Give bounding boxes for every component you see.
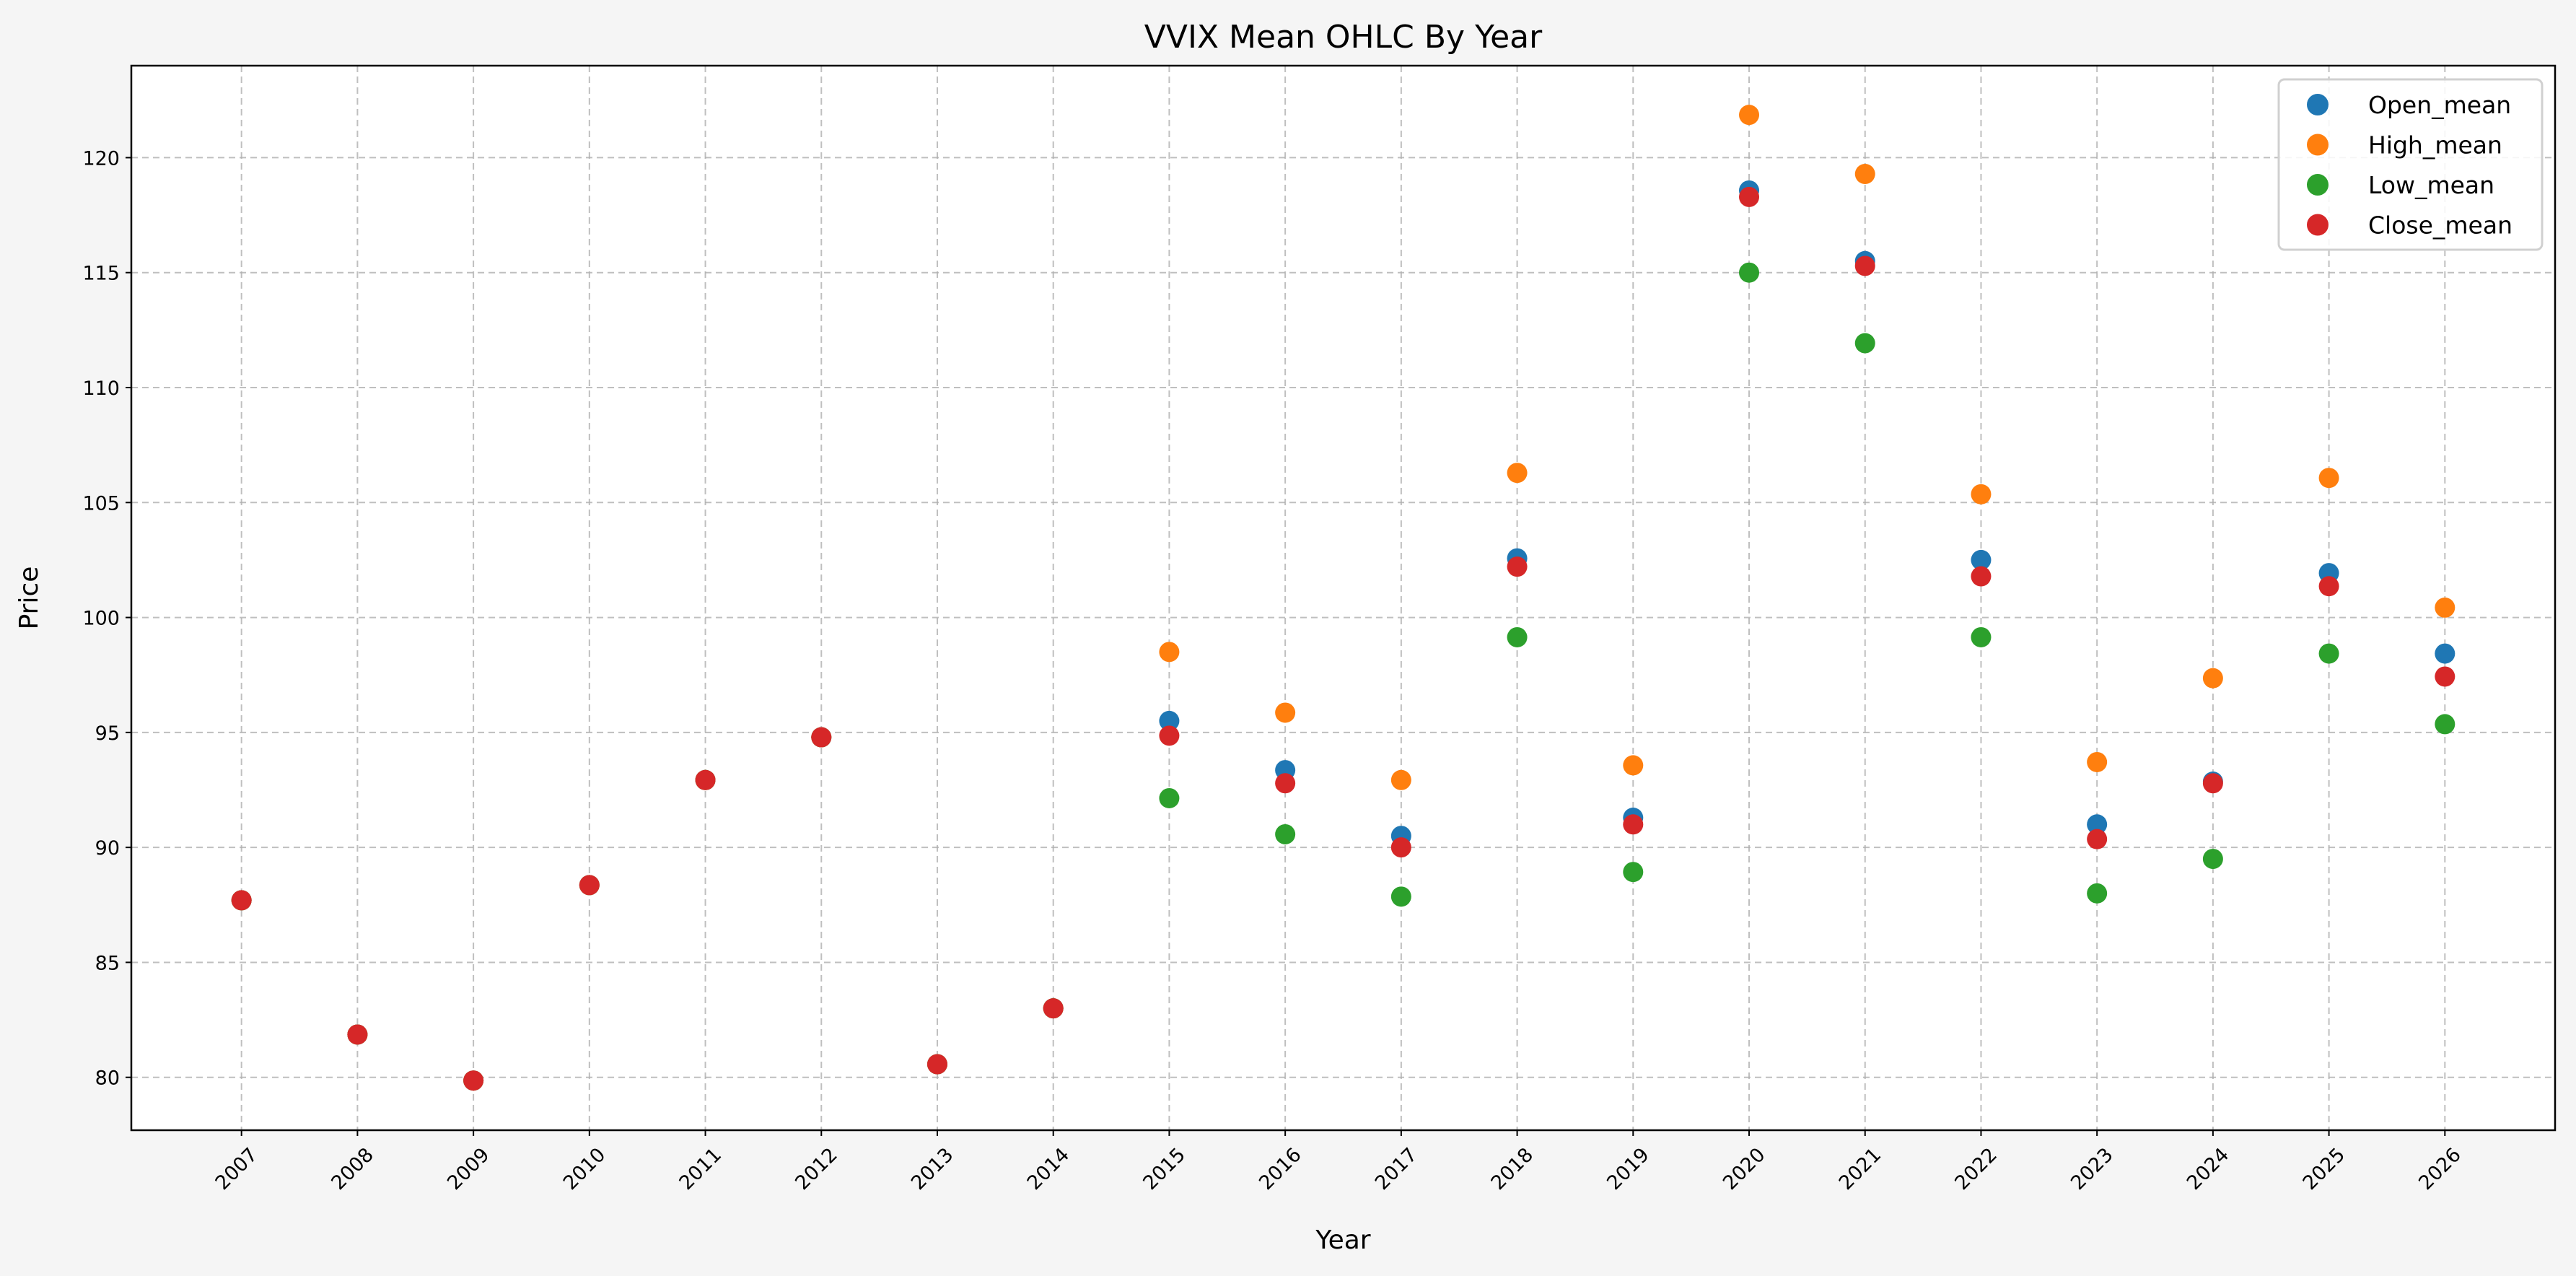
point-low-mean [2202, 849, 2223, 870]
y-tick-label: 120 [82, 147, 120, 170]
y-tick-label: 80 [95, 1067, 120, 1090]
plot-frame [130, 64, 2557, 1132]
point-close-mean [2318, 576, 2339, 597]
point-close-mean [1739, 186, 1760, 207]
point-close-mean [1854, 255, 1875, 276]
point-open-mean [2435, 643, 2455, 664]
point-close-mean [811, 727, 832, 748]
y-tick-label: 110 [82, 377, 120, 400]
point-close-mean [2202, 773, 2223, 794]
point-close-mean [463, 1070, 484, 1091]
chart-title: VVIX Mean OHLC By Year [1144, 19, 1543, 56]
legend: Open_mean High_mean Low_mean Close_mean [2277, 78, 2544, 251]
point-low-mean [2435, 714, 2455, 735]
point-close-mean [1390, 837, 1411, 858]
y-tick-label: 100 [82, 608, 120, 630]
point-close-mean [926, 1054, 947, 1075]
legend-box [2277, 78, 2544, 251]
y-axis-ticks: 80 85 90 95 100 105 110 115 120 [82, 147, 131, 1090]
plot-area [131, 66, 2555, 1130]
point-open-mean [2087, 814, 2108, 835]
point-low-mean [1739, 262, 1760, 283]
point-high-mean [1854, 164, 1875, 185]
point-open-mean [1971, 549, 1992, 570]
legend-marker [2307, 174, 2329, 196]
point-high-mean [2435, 597, 2455, 618]
point-close-mean [579, 875, 600, 896]
point-low-mean [1275, 823, 1296, 844]
point-close-mean [2087, 829, 2108, 849]
point-low-mean [2087, 883, 2108, 904]
point-high-mean [1971, 484, 1992, 504]
point-high-mean [2087, 751, 2108, 772]
point-low-mean [1390, 886, 1411, 907]
y-axis-label: Price [14, 567, 44, 630]
point-close-mean [695, 769, 716, 790]
point-close-mean [1043, 998, 1064, 1019]
point-low-mean [2318, 643, 2339, 664]
legend-marker [2307, 134, 2329, 156]
point-close-mean [1507, 556, 1528, 577]
point-high-mean [2202, 668, 2223, 689]
point-high-mean [2318, 468, 2339, 489]
point-low-mean [1159, 787, 1180, 808]
point-high-mean [1739, 105, 1760, 126]
y-tick-label: 95 [95, 722, 120, 745]
point-close-mean [1971, 566, 1992, 587]
legend-label: Open_mean [2368, 91, 2511, 119]
point-close-mean [1623, 814, 1644, 835]
grid [131, 66, 2555, 1130]
point-high-mean [1623, 755, 1644, 776]
point-low-mean [1623, 862, 1644, 883]
point-low-mean [1971, 626, 1992, 647]
point-close-mean [1275, 773, 1296, 794]
y-tick-label: 115 [82, 263, 120, 285]
legend-label: Low_mean [2368, 171, 2494, 199]
point-high-mean [1275, 702, 1296, 723]
point-close-mean [1159, 725, 1180, 746]
legend-marker [2307, 94, 2329, 115]
x-axis-label: Year [1315, 1225, 1370, 1255]
legend-label: High_mean [2368, 131, 2502, 160]
point-close-mean [2435, 666, 2455, 687]
point-low-mean [1854, 333, 1875, 354]
point-high-mean [1159, 642, 1180, 663]
legend-label: Close_mean [2368, 211, 2513, 240]
y-tick-label: 90 [95, 837, 120, 860]
point-high-mean [1390, 769, 1411, 790]
point-high-mean [1507, 463, 1528, 484]
data-points [231, 105, 2455, 1091]
legend-marker [2307, 214, 2329, 236]
point-close-mean [347, 1024, 368, 1045]
point-low-mean [1507, 626, 1528, 647]
point-open-mean [1159, 710, 1180, 731]
y-tick-label: 85 [95, 952, 120, 974]
point-close-mean [231, 890, 252, 911]
y-tick-label: 105 [82, 492, 120, 515]
